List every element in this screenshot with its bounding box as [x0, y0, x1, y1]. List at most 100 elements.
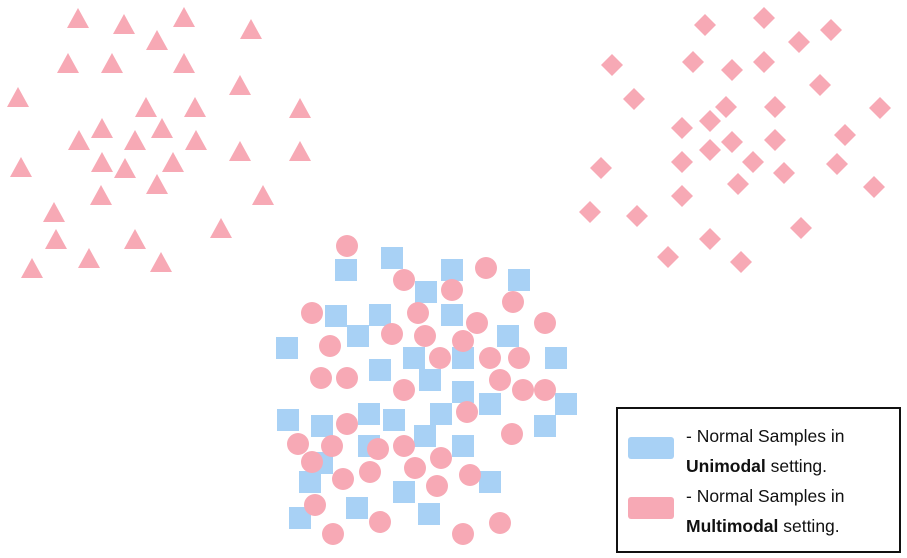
triangle-sample [151, 118, 173, 138]
diamond-sample [742, 151, 764, 173]
legend-unimodal-line1: - Normal Samples in [686, 426, 845, 446]
triangle-sample [45, 229, 67, 249]
diamond-sample [671, 117, 693, 139]
unimodal-square-sample [289, 507, 311, 529]
unimodal-square-sample [419, 369, 441, 391]
unimodal-square-sample [479, 393, 501, 415]
triangle-sample [146, 30, 168, 50]
triangle-sample [91, 152, 113, 172]
unimodal-square-sample [452, 347, 474, 369]
multimodal-circle-sample [336, 413, 358, 435]
multimodal-circle-sample [452, 523, 474, 545]
unimodal-square-sample [346, 497, 368, 519]
unimodal-square-sample [335, 259, 357, 281]
multimodal-swatch [628, 497, 674, 519]
triangle-sample [113, 14, 135, 34]
diamond-sample [764, 129, 786, 151]
multimodal-circle-sample [426, 475, 448, 497]
unimodal-square-sample [276, 337, 298, 359]
unimodal-square-sample [508, 269, 530, 291]
triangle-sample [252, 185, 274, 205]
diamond-sample [721, 131, 743, 153]
unimodal-square-sample [452, 435, 474, 457]
unimodal-square-sample [441, 259, 463, 281]
unimodal-square-sample [479, 471, 501, 493]
triangle-sample [7, 87, 29, 107]
multimodal-circle-sample [369, 511, 391, 533]
triangle-sample [229, 141, 251, 161]
multimodal-circle-sample [475, 257, 497, 279]
unimodal-square-sample [545, 347, 567, 369]
diamond-sample [790, 217, 812, 239]
triangle-sample [68, 130, 90, 150]
multimodal-circle-sample [429, 347, 451, 369]
triangle-sample [10, 157, 32, 177]
diamond-sample [869, 97, 891, 119]
diamond-sample [788, 31, 810, 53]
triangle-sample [289, 141, 311, 161]
multimodal-circle-sample [508, 347, 530, 369]
diamond-sample [753, 51, 775, 73]
legend-multimodal-line1: - Normal Samples in [686, 486, 845, 506]
unimodal-square-sample [430, 403, 452, 425]
multimodal-circle-sample [534, 379, 556, 401]
triangle-sample [146, 174, 168, 194]
legend-box: - Normal Samples in Unimodal setting. - … [616, 407, 901, 553]
triangle-sample [101, 53, 123, 73]
unimodal-square-sample [369, 304, 391, 326]
multimodal-circle-sample [322, 523, 344, 545]
multimodal-circle-sample [310, 367, 332, 389]
multimodal-circle-sample [489, 512, 511, 534]
diamond-sample [809, 74, 831, 96]
unimodal-square-sample [299, 471, 321, 493]
multimodal-circle-sample [301, 451, 323, 473]
multimodal-circle-sample [407, 302, 429, 324]
multimodal-circle-sample [466, 312, 488, 334]
multimodal-circle-sample [381, 323, 403, 345]
multimodal-circle-sample [501, 423, 523, 445]
unimodal-square-sample [347, 325, 369, 347]
unimodal-square-sample [414, 425, 436, 447]
unimodal-square-sample [534, 415, 556, 437]
multimodal-circle-sample [319, 335, 341, 357]
unimodal-square-sample [418, 503, 440, 525]
triangle-sample [114, 158, 136, 178]
diamond-sample [579, 201, 601, 223]
triangle-sample [173, 7, 195, 27]
multimodal-circle-sample [534, 312, 556, 334]
multimodal-circle-sample [359, 461, 381, 483]
triangle-sample [210, 218, 232, 238]
multimodal-circle-sample [336, 235, 358, 257]
legend-multimodal-line2: Multimodal setting. [686, 511, 840, 541]
diamond-sample [682, 51, 704, 73]
diamond-sample [671, 151, 693, 173]
diamond-sample [730, 251, 752, 273]
multimodal-circle-sample [393, 435, 415, 457]
multimodal-circle-sample [332, 468, 354, 490]
multimodal-circle-sample [404, 457, 426, 479]
diamond-sample [834, 124, 856, 146]
multimodal-circle-sample [321, 435, 343, 457]
triangle-sample [21, 258, 43, 278]
unimodal-square-sample [277, 409, 299, 431]
legend-unimodal-emphasis: Unimodal [686, 456, 766, 476]
diamond-sample [773, 162, 795, 184]
multimodal-circle-sample [393, 269, 415, 291]
multimodal-circle-sample [287, 433, 309, 455]
diamond-sample [699, 139, 721, 161]
multimodal-circle-sample [502, 291, 524, 313]
multimodal-circle-sample [336, 367, 358, 389]
diamond-sample [699, 110, 721, 132]
triangle-sample [124, 229, 146, 249]
multimodal-circle-sample [479, 347, 501, 369]
diamond-sample [764, 96, 786, 118]
multimodal-circle-sample [512, 379, 534, 401]
multimodal-circle-sample [301, 302, 323, 324]
multimodal-circle-sample [304, 494, 326, 516]
unimodal-square-sample [415, 281, 437, 303]
triangle-sample [229, 75, 251, 95]
triangle-sample [91, 118, 113, 138]
triangle-sample [185, 130, 207, 150]
